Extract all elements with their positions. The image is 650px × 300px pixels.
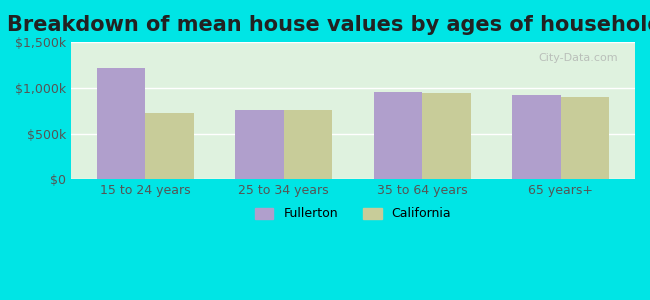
Legend: Fullerton, California: Fullerton, California xyxy=(250,202,456,225)
Bar xyxy=(512,95,561,179)
Bar xyxy=(561,97,609,179)
Bar xyxy=(97,68,145,179)
Bar xyxy=(283,110,332,179)
Bar xyxy=(235,110,283,179)
Bar xyxy=(422,93,471,179)
Text: City-Data.com: City-Data.com xyxy=(538,53,618,63)
Bar xyxy=(374,92,422,179)
Title: Breakdown of mean house values by ages of householders: Breakdown of mean house values by ages o… xyxy=(6,15,650,35)
Bar xyxy=(145,112,194,179)
